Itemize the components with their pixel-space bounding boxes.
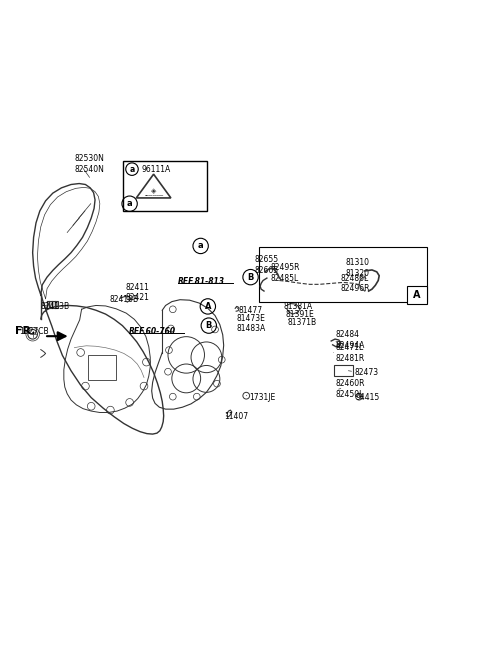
Text: B: B: [247, 273, 254, 282]
Bar: [259, 247, 427, 302]
Text: 82655
82665: 82655 82665: [254, 256, 278, 275]
Text: 82460R
82450L: 82460R 82450L: [336, 379, 365, 399]
Text: 81381A: 81381A: [283, 302, 312, 311]
Text: 82484
82494A: 82484 82494A: [336, 330, 365, 350]
Text: FR.: FR.: [15, 327, 36, 336]
Text: a: a: [127, 199, 132, 208]
Text: 94415: 94415: [355, 393, 380, 402]
Text: 82473: 82473: [354, 368, 378, 377]
Bar: [123, 160, 207, 211]
Text: 1731JE: 1731JE: [250, 393, 276, 401]
Text: B: B: [205, 321, 212, 330]
Text: 82413B: 82413B: [41, 302, 70, 311]
Text: ◈: ◈: [151, 188, 156, 194]
Text: 82471L
82481R: 82471L 82481R: [336, 343, 365, 363]
Text: 1327CB: 1327CB: [19, 327, 49, 336]
Bar: [346, 261, 358, 280]
Text: ─────────: ─────────: [144, 194, 163, 198]
Text: REF.81-813: REF.81-813: [178, 277, 225, 286]
Text: A: A: [204, 302, 211, 311]
Text: 82410B: 82410B: [109, 295, 139, 304]
Text: 82530N
82540N: 82530N 82540N: [74, 154, 104, 173]
Text: a: a: [198, 241, 204, 250]
Bar: [47, 301, 58, 308]
Text: 81473E
81483A: 81473E 81483A: [236, 314, 265, 333]
Bar: [334, 365, 353, 376]
Bar: [407, 286, 427, 304]
Text: 81391E: 81391E: [286, 309, 314, 319]
Text: 81371B: 81371B: [287, 318, 316, 327]
Text: 82495R
82485L: 82495R 82485L: [271, 263, 300, 283]
Text: A: A: [413, 290, 420, 300]
Bar: [88, 355, 116, 380]
Text: 11407: 11407: [225, 413, 249, 421]
Text: 82486L
82496R: 82486L 82496R: [341, 274, 370, 293]
Text: REF.60-760: REF.60-760: [129, 327, 176, 336]
Text: 96111A: 96111A: [142, 165, 171, 173]
Text: 82411
82421: 82411 82421: [126, 283, 150, 302]
Text: 81310
81320: 81310 81320: [346, 258, 370, 278]
Text: a: a: [130, 165, 134, 173]
Text: 81477: 81477: [239, 306, 263, 315]
